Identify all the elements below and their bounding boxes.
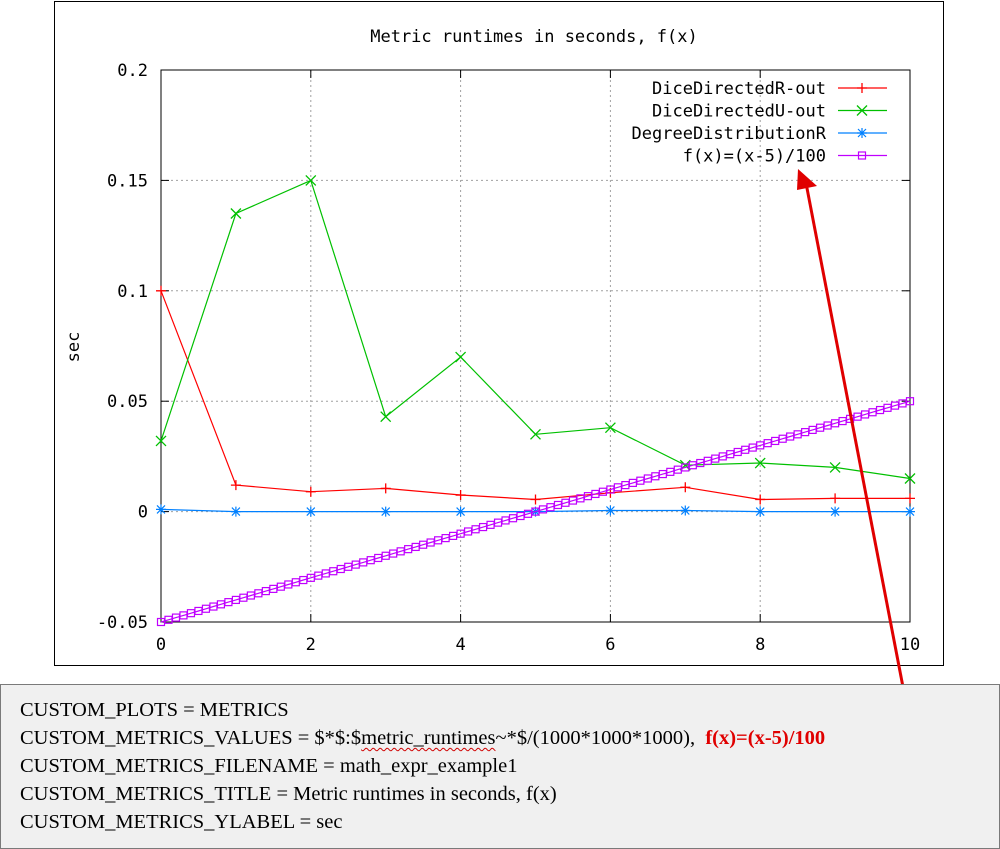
data-point <box>755 506 766 517</box>
series-line <box>160 290 910 501</box>
x-tick-label: 6 <box>605 635 615 655</box>
data-point <box>830 506 841 517</box>
x-tick-label: 8 <box>755 635 765 655</box>
line-chart: 0 2 4 6 8 10 -0.05 0 0.05 0.1 0.15 0.2 Metric runti… <box>64 27 920 655</box>
chart-title: Metric runtimes in seconds, f(x) <box>370 27 698 47</box>
legend-label: DiceDirectedU-out <box>652 102 826 122</box>
chart-frame: 0 2 4 6 8 10 -0.05 0 0.05 0.1 0.15 0.2 Metric runti… <box>54 1 944 666</box>
data-point <box>380 506 391 517</box>
legend-marker <box>857 151 867 160</box>
legend-marker <box>857 83 867 93</box>
config-values-suffix: ~*$/(1000*1000*1000), <box>495 727 696 749</box>
series-3 <box>156 397 915 627</box>
config-line-filename: CUSTOM_METRICS_FILENAME = math_expr_exam… <box>20 755 518 777</box>
data-point <box>455 506 466 517</box>
plot-border <box>160 69 911 623</box>
y-tick-label: 0.2 <box>117 61 148 81</box>
config-line-values: CUSTOM_METRICS_VALUES = $*$:$metric_runt… <box>20 724 999 752</box>
config-line-title: CUSTOM_METRICS_TITLE = Metric runtimes i… <box>20 783 557 805</box>
data-point <box>155 435 167 447</box>
data-point <box>530 494 541 505</box>
data-point <box>380 483 391 494</box>
y-tick-label: 0.15 <box>107 171 148 191</box>
legend-label: f(x)=(x-5)/100 <box>683 147 826 167</box>
data-point <box>754 457 766 469</box>
data-point <box>680 505 691 516</box>
data-point <box>905 493 915 504</box>
x-tick-label: 0 <box>156 635 166 655</box>
series-layer <box>155 174 916 627</box>
data-point <box>305 506 316 517</box>
data-point <box>230 506 241 517</box>
data-point <box>604 422 616 434</box>
legend-label: DiceDirectedR-out <box>652 79 826 99</box>
data-point <box>680 482 691 493</box>
data-point <box>605 505 616 516</box>
series-0 <box>156 285 915 505</box>
data-point <box>230 208 242 219</box>
y-tick-label: 0.05 <box>107 392 148 412</box>
y-tick-label: 0.1 <box>117 282 148 302</box>
data-point <box>305 486 316 497</box>
y-tick-label: -0.05 <box>97 613 148 633</box>
data-point <box>230 480 241 491</box>
axes-layer: 0 2 4 6 8 10 -0.05 0 0.05 0.1 0.15 0.2 <box>97 61 920 655</box>
data-point <box>755 494 766 505</box>
y-tick-label: 0 <box>138 503 148 523</box>
data-point <box>305 174 317 186</box>
data-point <box>530 428 541 440</box>
legend-marker <box>857 128 867 138</box>
config-values-highlight: f(x)=(x-5)/100 <box>705 727 826 749</box>
config-values-prefix: CUSTOM_METRICS_VALUES = $*$:$ <box>20 727 362 749</box>
config-values-metric: metric_runtimes <box>361 727 496 749</box>
legend-label: DegreeDistributionR <box>632 124 827 144</box>
data-point <box>156 504 166 515</box>
series-1 <box>155 174 916 484</box>
x-tick-label: 2 <box>306 635 316 655</box>
data-point <box>455 490 466 501</box>
x-tick-label: 4 <box>455 635 465 655</box>
config-line-plots: CUSTOM_PLOTS = METRICS <box>20 699 289 721</box>
data-point <box>156 285 166 296</box>
y-axis-label: sec <box>64 332 84 363</box>
data-point <box>905 506 915 517</box>
legend: DiceDirectedR-out DiceDirectedU-outDegree… <box>632 79 887 167</box>
data-point <box>455 351 467 363</box>
legend-marker <box>856 105 868 116</box>
x-tick-label: 10 <box>900 635 920 655</box>
data-point <box>830 493 841 504</box>
config-line-ylabel: CUSTOM_METRICS_YLABEL = sec <box>20 811 343 833</box>
config-panel: CUSTOM_PLOTS = METRICS CUSTOM_METRICS_VA… <box>0 684 1000 849</box>
series-line <box>160 400 911 623</box>
data-point <box>380 411 392 423</box>
